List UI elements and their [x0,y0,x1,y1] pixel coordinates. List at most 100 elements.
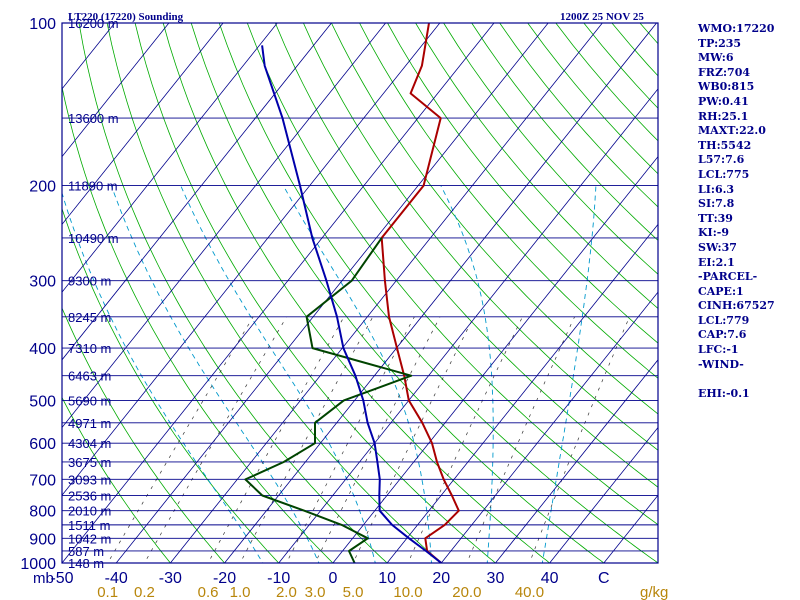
pressure-tick-label: 200 [29,179,56,196]
dry-adiabats [62,23,658,563]
chart-title-left: LT220 (17220) Sounding [68,11,184,23]
dry-adiabat [190,23,605,563]
isotherm [62,23,441,496]
dewpoint-profile-line [244,237,413,563]
dry-adiabat [331,23,658,415]
mixing-ratio-tick-label: 1.0 [230,584,251,600]
mixing-ratio-line [407,316,523,563]
height-label: 2010 m [68,504,111,519]
temperature-profile-line [380,23,460,563]
height-label: 5690 m [68,393,111,408]
pressure-tick-label: 700 [29,472,56,489]
mixing-ratio-tick-label: 0.2 [134,584,155,600]
index-line: EHI:-0.1 [698,386,750,400]
isotherm [62,23,495,563]
index-line: SI:7.8 [698,197,735,211]
index-line: -WIND- [698,357,744,371]
temperature-tick-label: -30 [159,570,182,587]
index-line: LI:6.3 [698,182,735,196]
mixing-ratio-tick-label: 5.0 [343,584,364,600]
height-label: 7310 m [68,341,111,356]
mixing-ratio-unit-label: g/kg [640,584,668,600]
temperature-tick-label: C [598,570,610,587]
isotherm [62,23,170,158]
height-label: 4304 m [68,436,111,451]
height-label: 3093 m [68,472,111,487]
index-line: KI:-9 [698,226,729,240]
height-label: 6463 m [68,369,111,384]
mixing-ratio-tick-label: 2.0 [276,584,297,600]
index-line: FRZ:704 [698,65,751,79]
temperature-tick-label: -20 [213,570,236,587]
mixing-ratio-tick-label: 3.0 [305,584,326,600]
height-label: 11890 m [68,179,118,194]
index-line: PW:0.41 [698,94,749,108]
height-label: 4971 m [68,416,111,431]
dry-adiabat [62,396,171,563]
index-line: MW:6 [698,51,734,65]
pressure-tick-label: 500 [29,393,56,410]
index-line: WB0:815 [698,80,755,94]
isotherm [62,23,386,429]
chart-title-right: 1200Z 25 NOV 25 [560,11,644,23]
dry-adiabat [359,23,658,379]
dry-adiabat [62,207,280,563]
moist-adiabat [62,191,264,563]
height-label: 3675 m [68,455,111,470]
temperature-tick-label: 30 [487,570,505,587]
isotherm [62,23,278,293]
index-line: SW:37 [698,240,737,254]
isotherm [224,23,657,563]
isotherm [549,426,658,563]
isotherm [62,23,332,361]
index-line: L57:7.6 [698,153,745,167]
index-line: EI:2.1 [698,255,735,269]
plot-frame [61,22,659,564]
temperature-tick-label: 20 [432,570,450,587]
moist-adiabat [440,185,494,563]
axis-labels: 16200 m 13600 m 11890 m 10490 m 9300 m 8245 m… [20,16,609,600]
pressure-unit-label: mb [33,570,54,587]
index-line: CAPE:1 [698,284,744,298]
mixing-ratio-tick-label: 10.0 [393,584,422,600]
height-label: 2536 m [68,489,111,504]
dry-adiabat [415,23,658,309]
isotherm [440,291,658,563]
index-line: CINH:67527 [698,299,775,313]
sounding-series [244,23,460,563]
dry-adiabat [62,307,226,563]
stability-indices-panel: WMO:17220 TP:235 MW:6 FRZ:704 WB0:815 PW:0.41… [698,22,798,401]
temperature-tick-label: 40 [541,570,559,587]
isotherms [62,23,658,563]
height-label: 1042 m [68,531,111,546]
moist-adiabats [62,185,597,563]
dry-adiabat [162,23,551,563]
index-line: CAP:7.6 [698,328,747,342]
pressure-tick-label: 400 [29,341,56,358]
moist-adiabat [110,185,320,563]
dry-adiabat [443,23,658,275]
dry-adiabat [134,23,497,563]
pressure-tick-label: 100 [29,16,56,33]
index-line: -PARCEL- [698,270,758,284]
isotherm [115,23,549,563]
pressure-tick-label: 300 [29,274,56,291]
moist-adiabat [180,185,376,563]
dry-adiabat [387,23,658,344]
dry-adiabat [274,23,658,488]
mixing-ratio-line [466,316,575,563]
dry-adiabat [246,23,658,526]
index-line: TH:5542 [698,138,752,152]
index-line: LFC:-1 [698,343,739,357]
pressure-tick-label: 900 [29,531,56,548]
height-label: 1511 m [68,518,110,533]
isotherm [332,155,658,563]
temperature-tick-label: -10 [267,570,290,587]
indices-spacer [698,372,798,387]
mixing-ratio-tick-label: 0.1 [97,584,118,600]
dry-adiabat [303,23,658,451]
isotherm [62,23,224,226]
dry-adiabat [218,23,658,563]
isotherm [278,88,658,563]
